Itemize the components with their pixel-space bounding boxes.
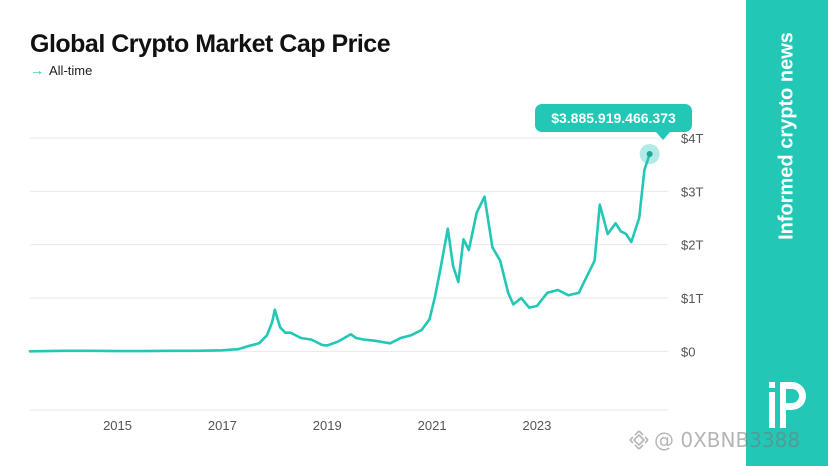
series-line [28, 152, 651, 353]
x-tick-label: 2019 [313, 418, 342, 433]
x-tick-label: 2023 [522, 418, 551, 433]
series-lines [28, 152, 651, 353]
subtitle-label: All-time [49, 62, 93, 78]
brand-sidebar: Informed crypto news [746, 0, 828, 466]
brand-tagline: Informed crypto news [775, 32, 798, 240]
y-tick-label: $4T [681, 131, 703, 146]
x-axis-ticks: 2015 2017 2019 2021 2023 [103, 418, 551, 433]
y-tick-label: $1T [681, 291, 703, 306]
binance-logo-icon [629, 430, 649, 450]
y-tick-label: $0 [681, 344, 695, 359]
last-value-marker [639, 144, 660, 164]
last-point [646, 151, 653, 157]
last-value-callout: $3.885.919.466.373 [535, 104, 692, 140]
x-tick-label: 2017 [208, 418, 237, 433]
arrow-right-icon: → [30, 62, 44, 78]
y-axis-ticks: $0 $1T $2T $3T $4T [681, 131, 703, 359]
watermark-text: @ 0XBNB3388 [654, 428, 801, 452]
chart-subtitle: → All-time [30, 62, 92, 78]
x-tick-label: 2015 [103, 418, 132, 433]
x-tick-label: 2021 [418, 418, 447, 433]
chart-plot: $0 $1T $2T $3T $4T 2015 2017 2019 2021 2023 [28, 131, 703, 433]
brand-logo-icon [769, 382, 806, 428]
chart-title: Global Crypto Market Cap Price [30, 30, 391, 58]
grid-lines [30, 137, 668, 411]
y-tick-label: $3T [681, 184, 703, 199]
y-tick-label: $2T [681, 238, 703, 253]
watermark: @ 0XBNB3388 [628, 428, 800, 452]
